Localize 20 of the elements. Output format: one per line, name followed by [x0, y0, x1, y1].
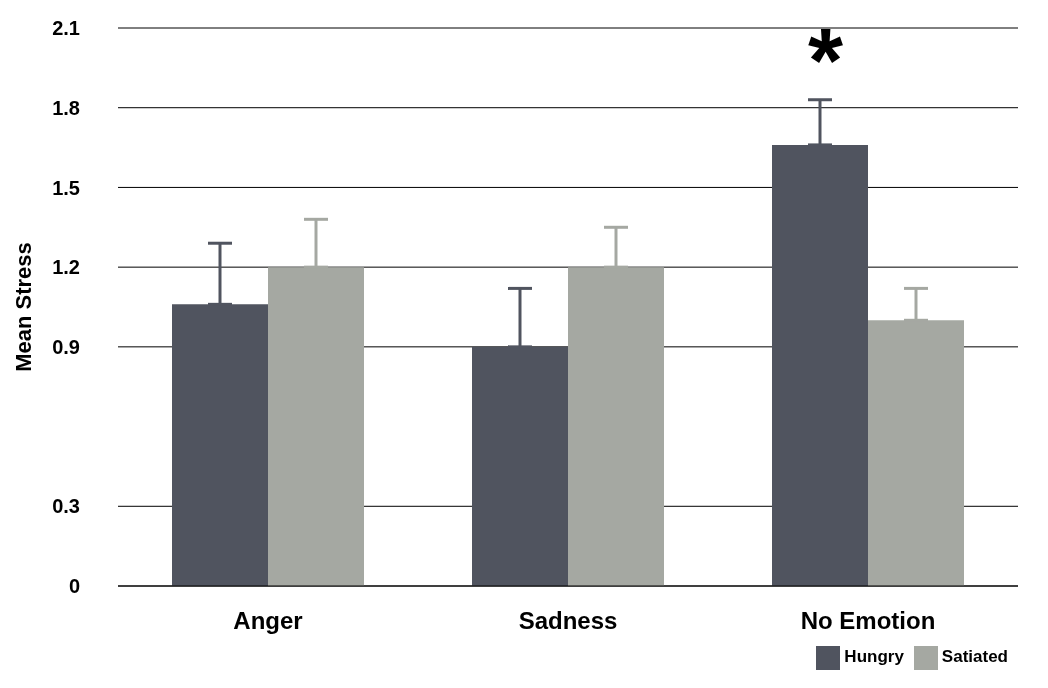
legend-label: Satiated	[941, 647, 1008, 667]
y-tick-label: 0.9	[52, 335, 80, 358]
bar	[472, 346, 568, 586]
y-tick-label: 0.3	[52, 495, 80, 518]
x-tick-label: No Emotion	[800, 607, 936, 635]
bar	[868, 320, 964, 586]
bar	[268, 267, 364, 586]
y-tick-label: 0	[68, 575, 80, 598]
y-tick-label: 1.5	[52, 176, 80, 199]
y-tick-label: 1.8	[52, 96, 80, 119]
legend-label: Hungry	[844, 647, 904, 667]
y-tick-label: 1.2	[52, 256, 80, 279]
x-tick-label: Anger	[233, 607, 303, 635]
bar	[568, 267, 664, 586]
y-axis-title: Mean Stress	[10, 242, 36, 372]
bar	[172, 304, 268, 586]
y-tick-label: 2.1	[52, 17, 80, 40]
annotation: *	[808, 11, 844, 111]
x-tick-label: Sadness	[518, 607, 618, 635]
bar	[772, 144, 868, 586]
